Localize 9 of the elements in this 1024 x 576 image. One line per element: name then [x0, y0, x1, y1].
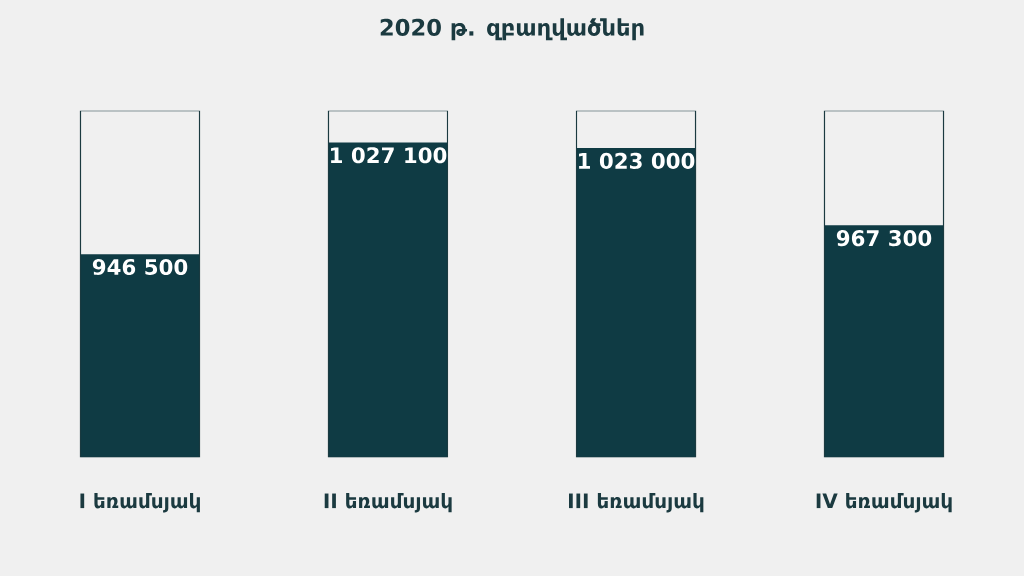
data-label: 1 023 000	[579, 152, 695, 169]
chart-title: 2020 թ. զբաղվածներ	[380, 18, 644, 41]
data-label: 967 300	[836, 230, 932, 247]
x-tick-label: III եռամսյակ	[569, 492, 704, 513]
x-tick-label: IV եռամսյակ	[816, 492, 952, 513]
data-label: 946 500	[92, 258, 188, 276]
data-label: 1 027 100	[331, 147, 447, 164]
x-tick-label: I եռամսյակ	[80, 492, 200, 513]
x-tick-label: II եռամսյակ	[324, 492, 452, 513]
